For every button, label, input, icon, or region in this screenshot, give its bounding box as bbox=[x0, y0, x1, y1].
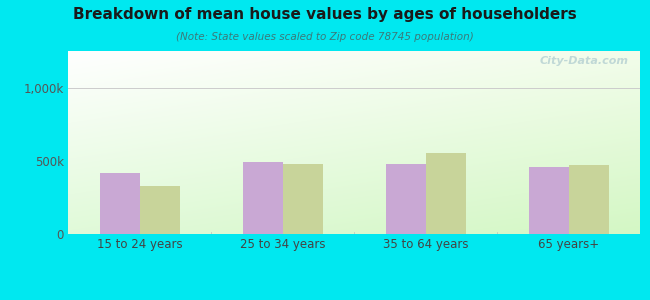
Bar bbox=[242, 162, 283, 234]
Bar bbox=[140, 186, 180, 234]
Bar bbox=[569, 165, 609, 234]
Bar bbox=[528, 167, 569, 234]
Bar bbox=[283, 164, 323, 234]
Text: (Note: State values scaled to Zip code 78745 population): (Note: State values scaled to Zip code 7… bbox=[176, 32, 474, 41]
Text: City-Data.com: City-Data.com bbox=[540, 56, 629, 67]
Bar bbox=[385, 164, 426, 234]
Text: Breakdown of mean house values by ages of householders: Breakdown of mean house values by ages o… bbox=[73, 8, 577, 22]
Bar bbox=[99, 172, 140, 234]
Bar bbox=[426, 153, 466, 234]
